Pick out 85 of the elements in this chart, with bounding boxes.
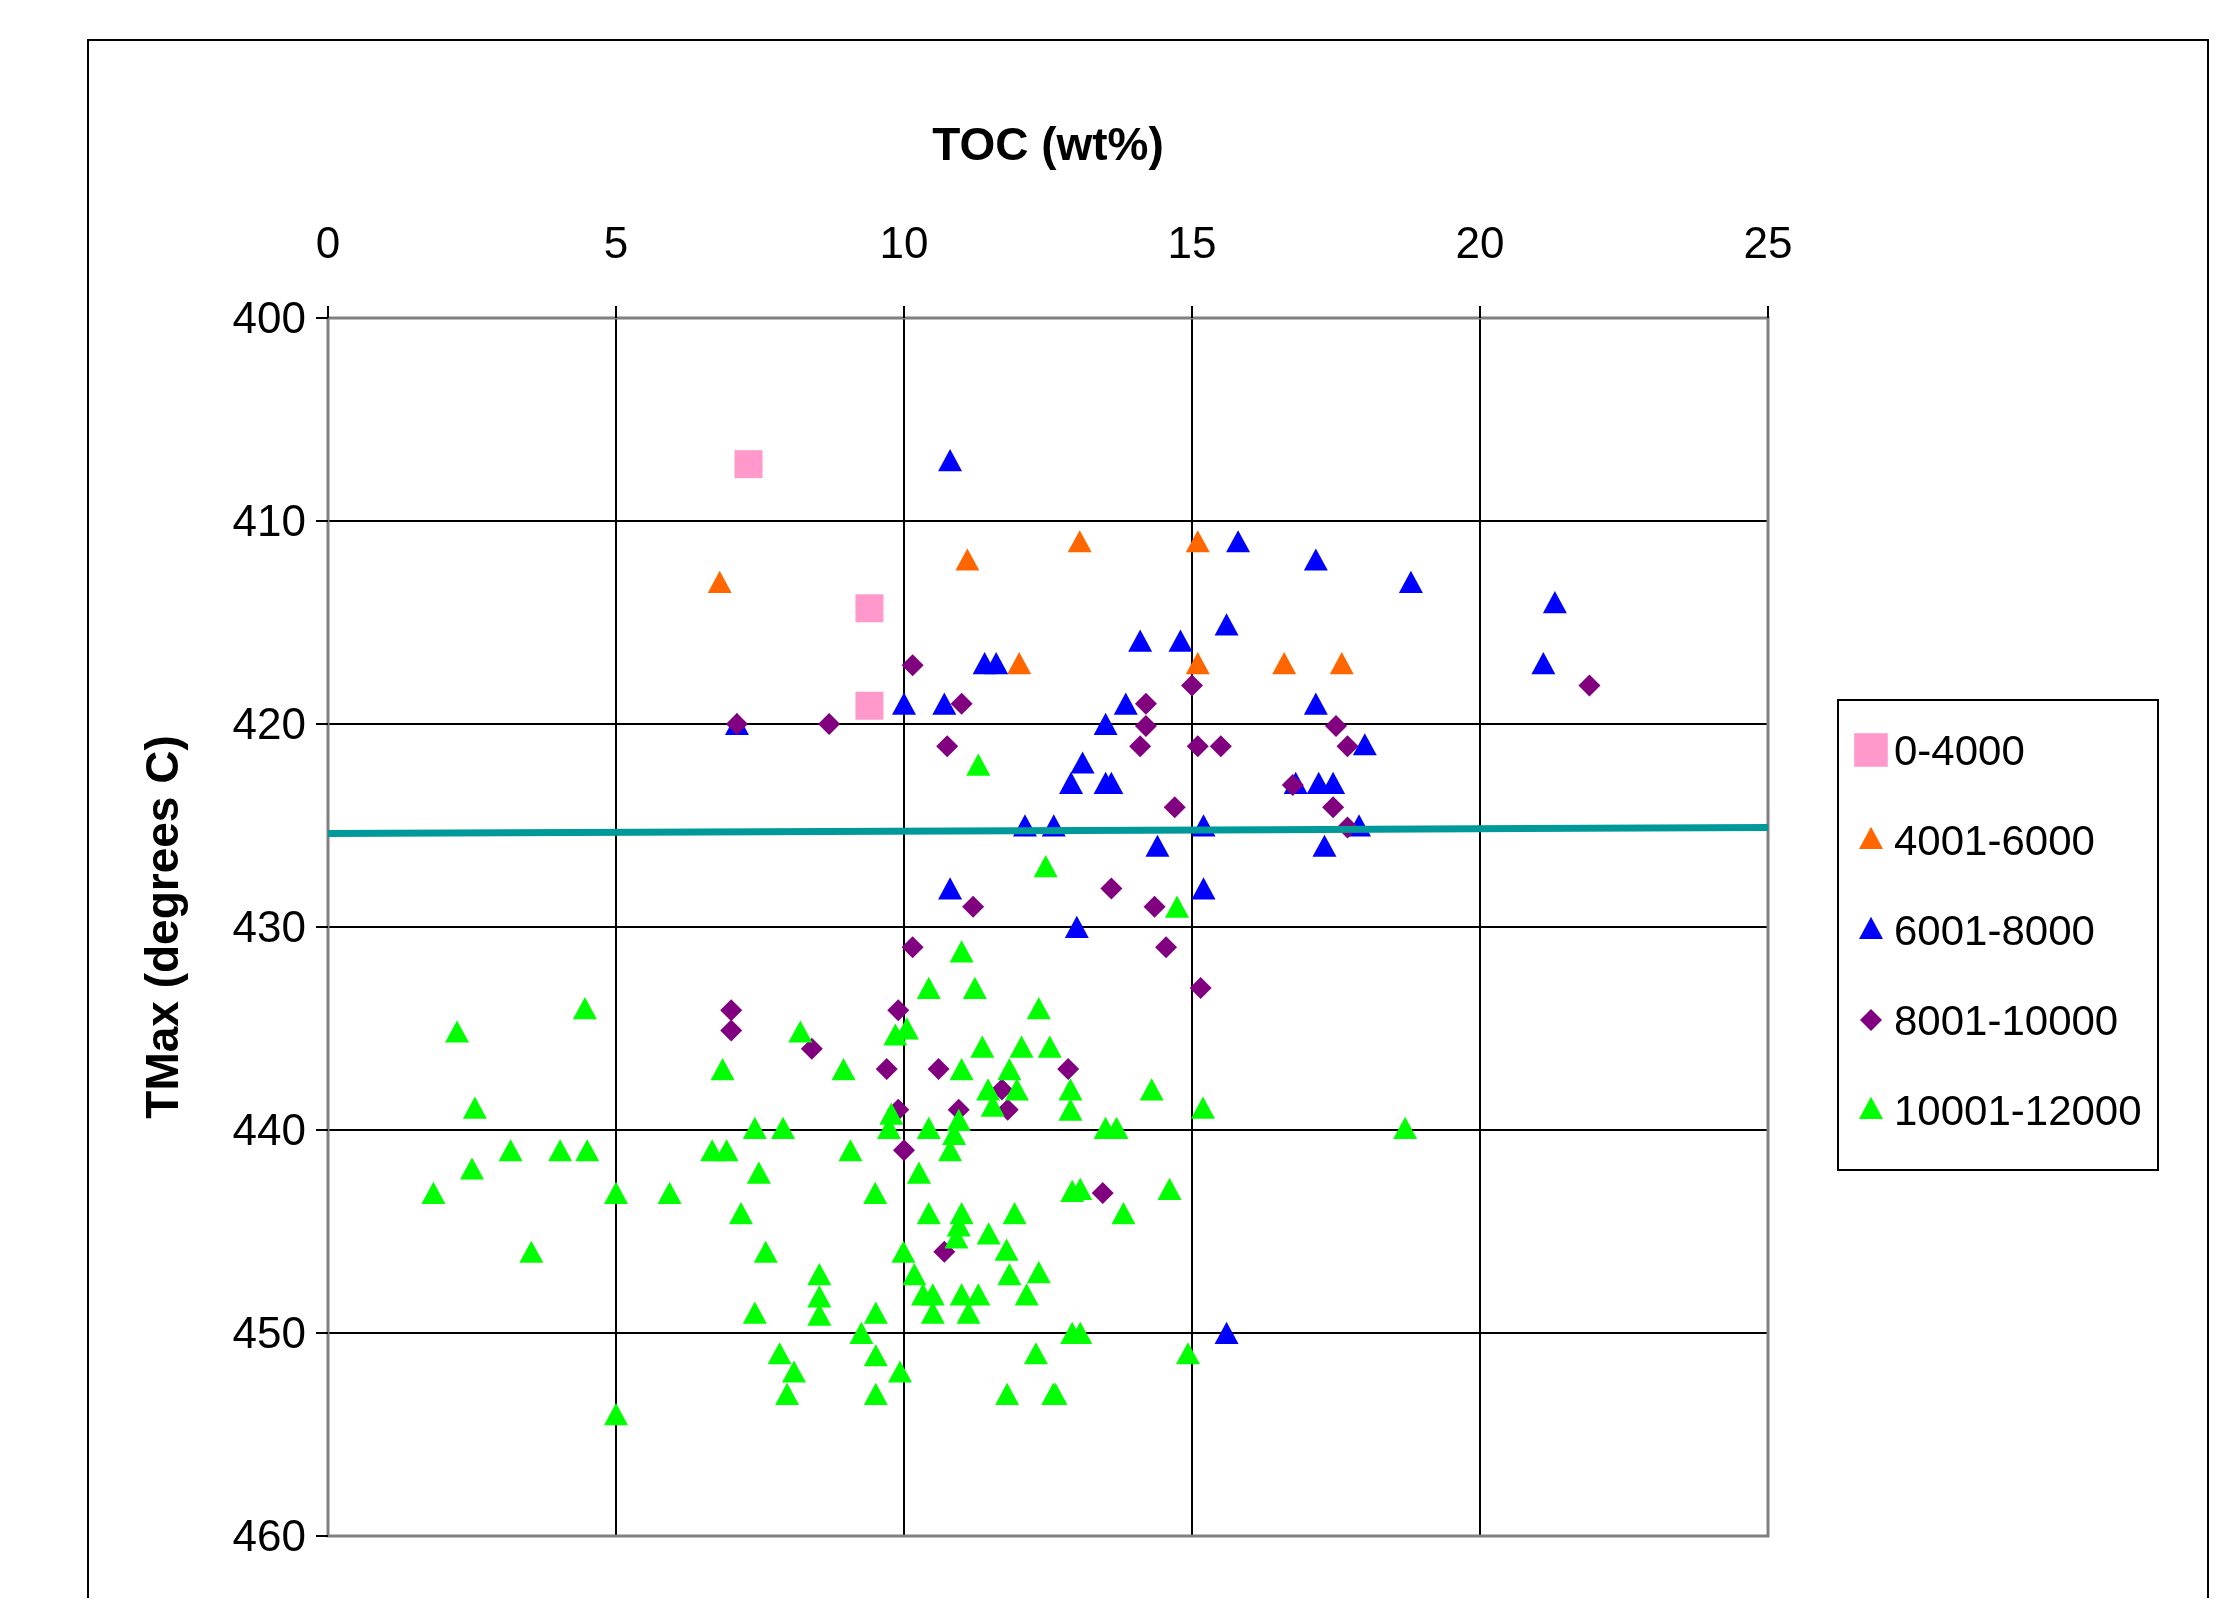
point bbox=[938, 877, 963, 900]
point bbox=[855, 594, 884, 623]
point bbox=[1181, 674, 1203, 697]
point bbox=[1007, 651, 1032, 675]
point bbox=[901, 936, 924, 959]
legend-label: 6001-8000 bbox=[1894, 907, 2095, 954]
point bbox=[893, 1139, 915, 1162]
point bbox=[1163, 796, 1186, 819]
point bbox=[1186, 735, 1209, 758]
point bbox=[1189, 976, 1212, 999]
point bbox=[1067, 530, 1092, 553]
point bbox=[1226, 530, 1251, 553]
point bbox=[875, 1058, 898, 1081]
point bbox=[887, 999, 910, 1022]
legend-label: 10001-12000 bbox=[1894, 1087, 2142, 1134]
y-tick-label: 450 bbox=[232, 1308, 306, 1357]
point bbox=[1057, 1058, 1080, 1081]
point bbox=[1336, 735, 1359, 758]
x-tick-label: 5 bbox=[603, 218, 629, 267]
point bbox=[855, 691, 884, 720]
legend-label: 4001-6000 bbox=[1894, 817, 2095, 864]
point bbox=[1185, 530, 1210, 553]
y-tick-label: 410 bbox=[232, 496, 306, 545]
point bbox=[936, 735, 959, 758]
point bbox=[932, 692, 957, 715]
point bbox=[950, 692, 973, 715]
legend-label: 8001-10000 bbox=[1894, 997, 2119, 1044]
point bbox=[1168, 629, 1193, 652]
y-tick-label: 400 bbox=[232, 293, 306, 342]
point bbox=[1303, 548, 1328, 571]
legend-label: 0-4000 bbox=[1894, 727, 2025, 774]
point bbox=[927, 1058, 950, 1081]
point bbox=[1091, 1181, 1114, 1204]
point bbox=[800, 1037, 823, 1060]
point bbox=[955, 548, 980, 571]
x-tick-label: 0 bbox=[315, 218, 341, 267]
point bbox=[933, 1240, 956, 1263]
point bbox=[720, 1019, 743, 1042]
point bbox=[1100, 877, 1123, 900]
point bbox=[1064, 915, 1089, 939]
y-axis-title: TMax (degrees C) bbox=[136, 735, 188, 1119]
y-tick-label: 430 bbox=[232, 902, 306, 951]
point bbox=[1542, 591, 1567, 614]
y-tick-label: 420 bbox=[232, 699, 306, 748]
y-tick-label: 440 bbox=[232, 1105, 306, 1154]
point bbox=[1143, 895, 1166, 918]
point bbox=[938, 448, 963, 472]
point bbox=[1134, 692, 1157, 715]
point bbox=[707, 570, 732, 593]
point bbox=[1185, 651, 1210, 675]
point bbox=[1531, 651, 1556, 675]
point bbox=[1398, 570, 1423, 593]
point bbox=[1312, 834, 1337, 857]
point bbox=[1129, 735, 1152, 758]
point bbox=[1113, 692, 1138, 715]
point bbox=[1352, 733, 1377, 756]
point bbox=[1209, 735, 1232, 758]
point bbox=[1134, 715, 1157, 738]
point bbox=[892, 692, 916, 715]
x-tick-label: 15 bbox=[1167, 218, 1217, 267]
point bbox=[1059, 771, 1084, 794]
point bbox=[1272, 651, 1297, 675]
x-axis-title: TOC (wt%) bbox=[932, 118, 1164, 170]
point bbox=[962, 895, 985, 918]
point bbox=[901, 654, 924, 677]
point bbox=[818, 713, 841, 735]
x-tick-label: 25 bbox=[1743, 218, 1793, 267]
point bbox=[720, 999, 743, 1022]
point bbox=[1093, 712, 1118, 736]
point bbox=[1191, 877, 1216, 900]
point bbox=[1322, 796, 1345, 819]
point bbox=[1214, 613, 1239, 636]
point bbox=[1145, 834, 1170, 857]
point bbox=[1155, 936, 1178, 959]
point bbox=[1070, 751, 1095, 774]
point bbox=[1325, 715, 1347, 738]
x-tick-label: 20 bbox=[1455, 218, 1505, 267]
point bbox=[990, 1078, 1013, 1101]
point bbox=[984, 651, 1009, 675]
x-tick-label: 10 bbox=[879, 218, 929, 267]
point bbox=[1578, 674, 1601, 697]
y-tick-label: 460 bbox=[232, 1511, 306, 1560]
point bbox=[1128, 629, 1153, 652]
point bbox=[1303, 692, 1328, 715]
point bbox=[1329, 651, 1354, 675]
